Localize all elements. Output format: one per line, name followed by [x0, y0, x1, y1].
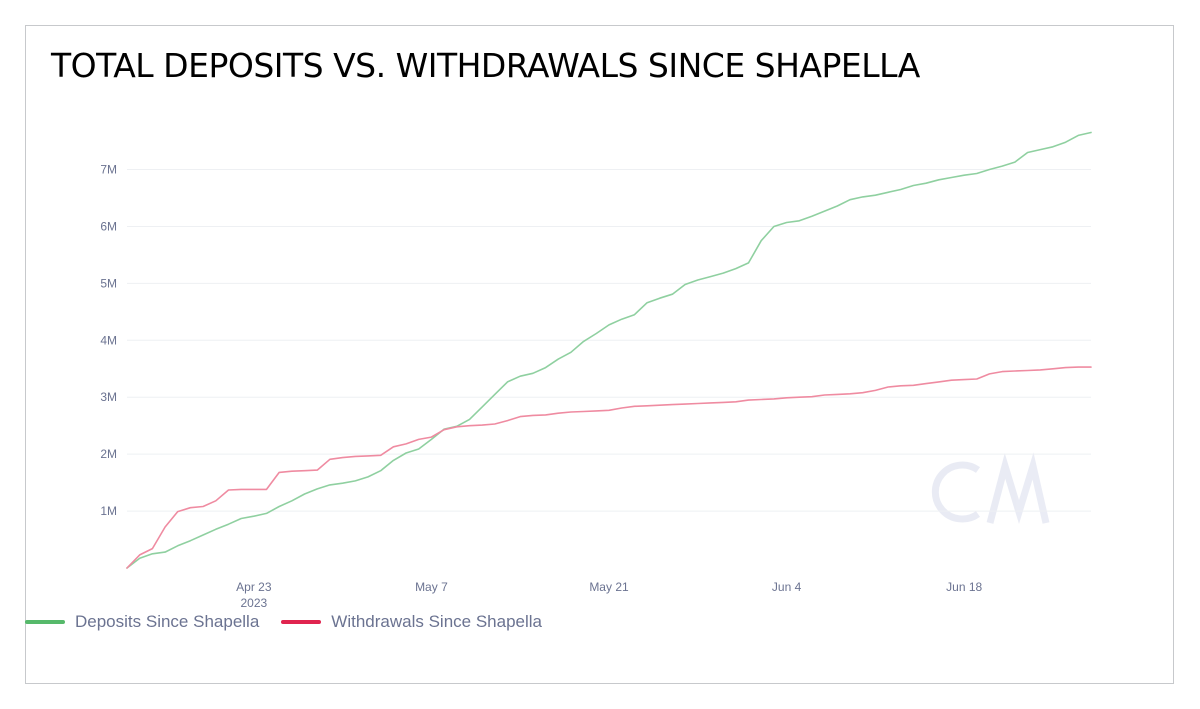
- y-tick-label: 4M: [100, 333, 117, 347]
- y-tick-label: 6M: [100, 219, 117, 233]
- x-tick-label: Jun 4: [772, 580, 802, 594]
- y-tick-label: 5M: [100, 276, 117, 290]
- y-tick-label: 1M: [100, 504, 117, 518]
- gridlines: [127, 169, 1091, 512]
- x-axis: Apr 23 2023 May 7 May 21 Jun 4 Jun 18: [236, 580, 982, 610]
- y-tick-label: 2M: [100, 447, 117, 461]
- legend-item-deposits[interactable]: Deposits Since Shapella: [25, 612, 259, 632]
- series-lines: [126, 131, 1092, 569]
- x-tick-label: Apr 23: [236, 580, 272, 594]
- x-tick-label: May 7: [415, 580, 448, 594]
- legend: Deposits Since Shapella Withdrawals Sinc…: [25, 612, 564, 632]
- series-line-withdrawals[interactable]: [126, 366, 1092, 569]
- chart-title: TOTAL DEPOSITS VS. WITHDRAWALS SINCE SHA…: [51, 46, 920, 85]
- series-line-deposits[interactable]: [126, 131, 1092, 569]
- y-axis: 1M 2M 3M 4M 5M 6M 7M: [100, 163, 117, 519]
- legend-swatch-withdrawals: [281, 620, 322, 624]
- chart-frame: TOTAL DEPOSITS VS. WITHDRAWALS SINCE SHA…: [25, 25, 1174, 684]
- legend-swatch-deposits: [25, 620, 65, 624]
- x-tick-label: Jun 18: [946, 580, 982, 594]
- legend-label-withdrawals: Withdrawals Since Shapella: [331, 612, 542, 631]
- legend-label-deposits: Deposits Since Shapella: [75, 612, 260, 631]
- legend-item-withdrawals[interactable]: Withdrawals Since Shapella: [281, 612, 542, 632]
- watermark-logo: [931, 452, 1050, 525]
- x-tick-year-label: 2023: [240, 596, 267, 610]
- x-tick-label: May 21: [589, 580, 629, 594]
- y-tick-label: 7M: [100, 163, 117, 177]
- y-tick-label: 3M: [100, 390, 117, 404]
